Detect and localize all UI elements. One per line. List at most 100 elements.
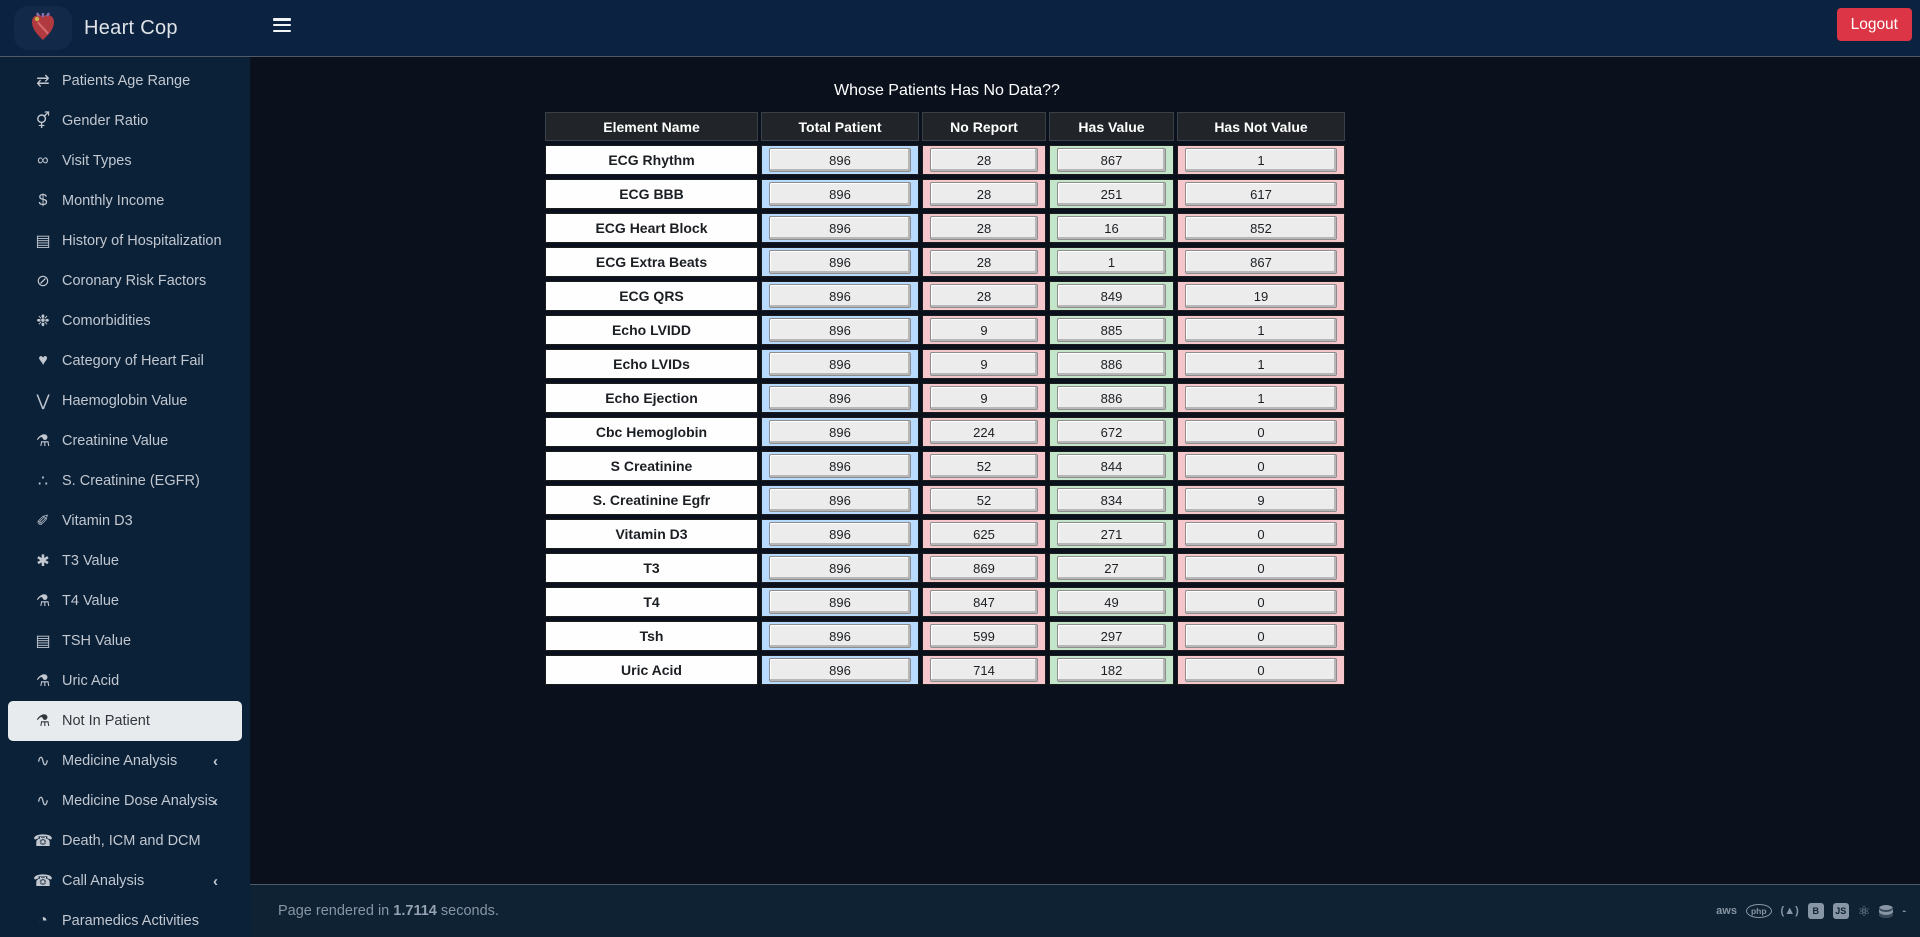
value-button[interactable]: 16 — [1057, 216, 1166, 240]
value-button[interactable]: 852 — [1185, 216, 1337, 240]
value-button[interactable]: 672 — [1057, 420, 1166, 444]
value-button[interactable]: 896 — [769, 386, 911, 410]
value-button[interactable]: 19 — [1185, 284, 1337, 308]
sidebar-item-vitamin-d3[interactable]: ✐ Vitamin D3 — [0, 501, 250, 541]
sidebar-item-history-of-hospitalization[interactable]: ▤ History of Hospitalization — [0, 221, 250, 261]
value-button[interactable]: 886 — [1057, 386, 1166, 410]
value-button[interactable]: 271 — [1057, 522, 1166, 546]
sidebar-item-tsh-value[interactable]: ▤ TSH Value — [0, 621, 250, 661]
value-button[interactable]: 0 — [1185, 590, 1337, 614]
value-button[interactable]: 896 — [769, 250, 911, 274]
value-button[interactable]: 869 — [930, 556, 1038, 580]
value-button[interactable]: 251 — [1057, 182, 1166, 206]
value-button[interactable]: 896 — [769, 148, 911, 172]
value-button[interactable]: 182 — [1057, 658, 1166, 682]
value-button[interactable]: 896 — [769, 420, 911, 444]
sidebar-item-t3-value[interactable]: ✱ T3 Value — [0, 541, 250, 581]
value-button[interactable]: 617 — [1185, 182, 1337, 206]
sidebar-item-t4-value[interactable]: ⚗ T4 Value — [0, 581, 250, 621]
value-button[interactable]: 896 — [769, 590, 911, 614]
value-button[interactable]: 9 — [930, 318, 1038, 342]
sidebar-item-medicine-dose-analysis[interactable]: ∿ Medicine Dose Analysis ‹ — [0, 781, 250, 821]
sidebar-item-death-icm-and-dcm[interactable]: ☎ Death, ICM and DCM — [0, 821, 250, 861]
sidebar-item-visit-types[interactable]: ∞ Visit Types — [0, 141, 250, 181]
value-cell: 28 — [922, 281, 1046, 311]
sidebar-item-haemoglobin-value[interactable]: ⋁ Haemoglobin Value — [0, 381, 250, 421]
value-button[interactable]: 834 — [1057, 488, 1166, 512]
value-cell: 896 — [761, 417, 919, 447]
sidebar-item-monthly-income[interactable]: $ Monthly Income — [0, 181, 250, 221]
element-name-cell: Echo Ejection — [545, 383, 758, 413]
value-button[interactable]: 896 — [769, 624, 911, 648]
virus-icon: ❉ — [36, 313, 50, 330]
sidebar-item-not-in-patient[interactable]: ⚗ Not In Patient — [8, 701, 242, 741]
hamburger-menu-icon[interactable] — [273, 18, 291, 32]
value-button[interactable]: 52 — [930, 488, 1038, 512]
value-button[interactable]: 0 — [1185, 420, 1337, 444]
value-button[interactable]: 1 — [1185, 352, 1337, 376]
value-button[interactable]: 28 — [930, 250, 1038, 274]
logout-button[interactable]: Logout — [1836, 8, 1912, 41]
value-button[interactable]: 896 — [769, 318, 911, 342]
value-button[interactable]: 28 — [930, 216, 1038, 240]
value-button[interactable]: 0 — [1185, 454, 1337, 478]
sidebar-item-creatinine-value[interactable]: ⚗ Creatinine Value — [0, 421, 250, 461]
sidebar-item-comorbidities[interactable]: ❉ Comorbidities — [0, 301, 250, 341]
value-button[interactable]: 849 — [1057, 284, 1166, 308]
value-button[interactable]: 9 — [930, 352, 1038, 376]
sidebar-item-uric-acid[interactable]: ⚗ Uric Acid — [0, 661, 250, 701]
page-title: Whose Patients Has No Data?? — [834, 82, 1060, 99]
value-button[interactable]: 297 — [1057, 624, 1166, 648]
value-button[interactable]: 0 — [1185, 556, 1337, 580]
value-button[interactable]: 9 — [1185, 488, 1337, 512]
value-cell: 896 — [761, 145, 919, 175]
value-cell: 52 — [922, 485, 1046, 515]
sidebar-item-paramedics-activities[interactable]: ◔ Paramedics Activities — [0, 901, 250, 937]
value-button[interactable]: 896 — [769, 352, 911, 376]
value-button[interactable]: 1 — [1185, 318, 1337, 342]
value-button[interactable]: 885 — [1057, 318, 1166, 342]
value-button[interactable]: 896 — [769, 216, 911, 240]
value-cell: 896 — [761, 655, 919, 685]
value-button[interactable]: 896 — [769, 182, 911, 206]
value-button[interactable]: 28 — [930, 182, 1038, 206]
value-button[interactable]: 49 — [1057, 590, 1166, 614]
sidebar-item-category-of-heart-fail[interactable]: ♥ Category of Heart Fail — [0, 341, 250, 381]
value-button[interactable]: 0 — [1185, 522, 1337, 546]
value-button[interactable]: 0 — [1185, 624, 1337, 648]
value-button[interactable]: 224 — [930, 420, 1038, 444]
value-button[interactable]: 847 — [930, 590, 1038, 614]
sidebar-item-label: TSH Value — [62, 633, 132, 649]
sidebar-item-coronary-risk-factors[interactable]: ⊘ Coronary Risk Factors — [0, 261, 250, 301]
value-button[interactable]: 27 — [1057, 556, 1166, 580]
value-button[interactable]: 896 — [769, 488, 911, 512]
value-button[interactable]: 886 — [1057, 352, 1166, 376]
value-button[interactable]: 0 — [1185, 658, 1337, 682]
sidebar-item-gender-ratio[interactable]: ⚥ Gender Ratio — [0, 101, 250, 141]
value-button[interactable]: 896 — [769, 556, 911, 580]
sidebar-item-call-analysis[interactable]: ☎ Call Analysis ‹ — [0, 861, 250, 901]
value-button[interactable]: 1 — [1185, 148, 1337, 172]
value-button[interactable]: 9 — [930, 386, 1038, 410]
value-button[interactable]: 896 — [769, 284, 911, 308]
sidebar-item-s-creatinine-egfr[interactable]: ∴ S. Creatinine (EGFR) — [0, 461, 250, 501]
value-button[interactable]: 896 — [769, 658, 911, 682]
sidebar-item-medicine-analysis[interactable]: ∿ Medicine Analysis ‹ — [0, 741, 250, 781]
value-button[interactable]: 867 — [1057, 148, 1166, 172]
value-button[interactable]: 867 — [1185, 250, 1337, 274]
column-header: Element Name — [545, 112, 758, 141]
value-button[interactable]: 844 — [1057, 454, 1166, 478]
value-button[interactable]: 599 — [930, 624, 1038, 648]
value-button[interactable]: 714 — [930, 658, 1038, 682]
value-button[interactable]: 896 — [769, 454, 911, 478]
value-button[interactable]: 1 — [1057, 250, 1166, 274]
value-button[interactable]: 52 — [930, 454, 1038, 478]
value-button[interactable]: 28 — [930, 148, 1038, 172]
value-button[interactable]: 625 — [930, 522, 1038, 546]
value-button[interactable]: 28 — [930, 284, 1038, 308]
sidebar-item-patients-age-range[interactable]: ⇄ Patients Age Range — [0, 61, 250, 101]
value-button[interactable]: 1 — [1185, 386, 1337, 410]
value-button[interactable]: 896 — [769, 522, 911, 546]
table-row: ECG BBB 896 28 251 617 — [545, 179, 1345, 209]
value-cell: 16 — [1049, 213, 1174, 243]
